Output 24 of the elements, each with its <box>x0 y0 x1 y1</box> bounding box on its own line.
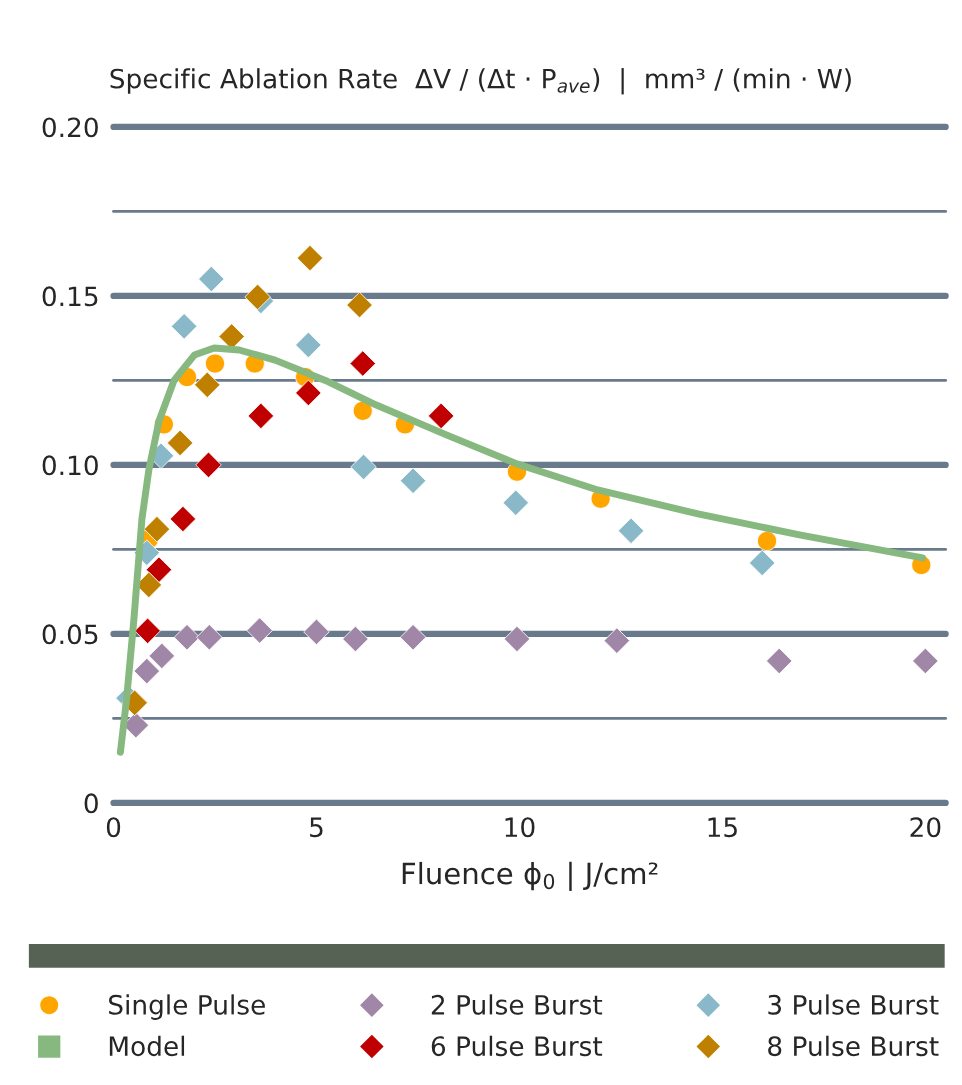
legend-label: Model <box>109 1035 185 1057</box>
x-tick-label: 10 <box>505 817 535 838</box>
legend-label: 2 Pulse Burst <box>431 994 603 1015</box>
y-tick-label: 0.10 <box>42 455 98 476</box>
y-tick-label: 0 <box>84 793 98 814</box>
point <box>346 291 373 319</box>
point <box>349 350 376 377</box>
y-tick-label: 0.15 <box>42 286 98 307</box>
point <box>134 617 161 645</box>
x-axis-title: Fluence ϕ$_{0}$ | J/cm² <box>402 861 658 891</box>
legend-label: 6 Pulse Burst <box>431 1035 603 1057</box>
legend-label: 8 Pulse Burst <box>768 1035 939 1057</box>
chart-title: Specific Ablation Rate ΔV / (Δt · P$_{ave}$) | mm³ / (min · W) <box>110 68 851 95</box>
legend-label: Single Pulse <box>109 994 265 1020</box>
point <box>399 624 427 651</box>
legend-label: 3 Pulse Burst <box>768 994 939 1015</box>
x-tick-label: 20 <box>910 817 941 838</box>
x-tick-label: 15 <box>708 817 737 838</box>
point <box>765 647 793 675</box>
y-tick-label: 0.05 <box>42 624 98 645</box>
y-tick-label: 0.20 <box>42 117 98 138</box>
x-tick-label: 0 <box>106 817 121 838</box>
x-tick-label: 5 <box>310 817 323 838</box>
point <box>198 265 225 293</box>
